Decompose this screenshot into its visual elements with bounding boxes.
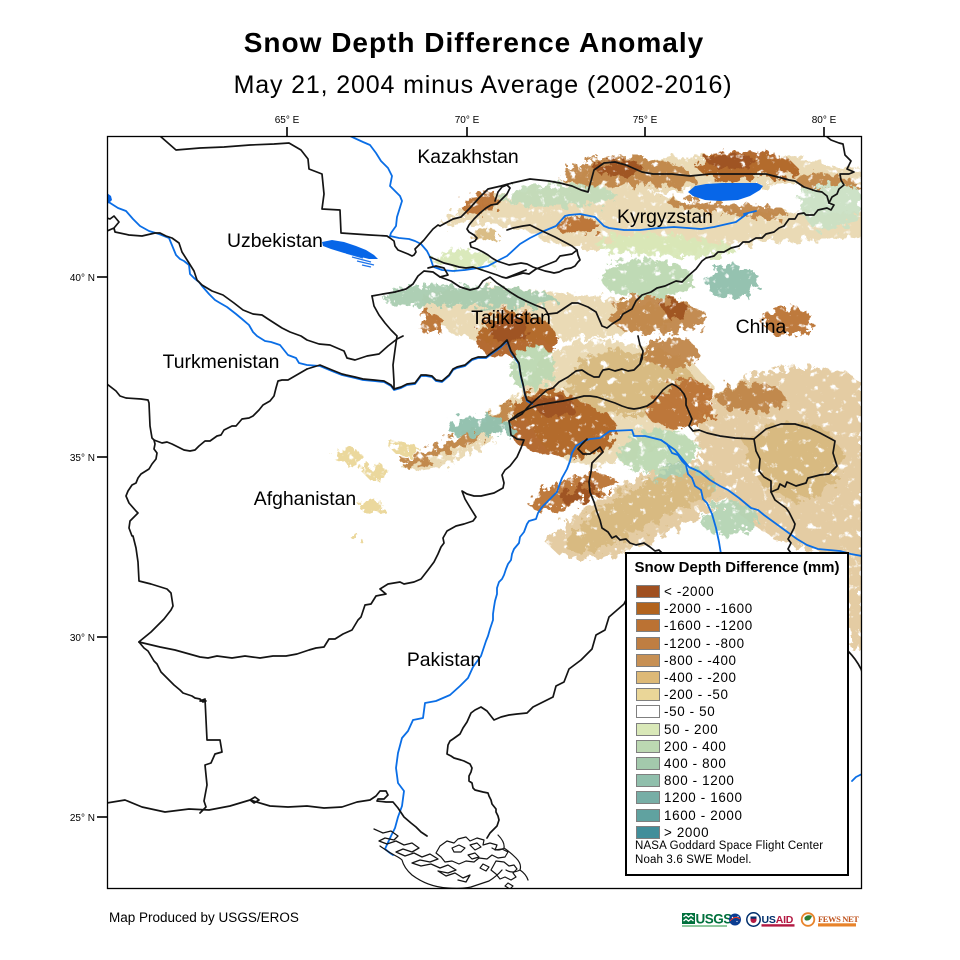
svg-text:65° E: 65° E — [275, 115, 300, 126]
svg-text:Kyrgyzstan: Kyrgyzstan — [617, 206, 713, 228]
svg-text:Kazakhstan: Kazakhstan — [417, 146, 518, 168]
svg-text:80° E: 80° E — [812, 115, 837, 126]
svg-text:Uzbekistan: Uzbekistan — [227, 230, 323, 252]
svg-text:Turkmenistan: Turkmenistan — [163, 351, 280, 373]
svg-text:75° E: 75° E — [633, 115, 658, 126]
svg-text:30° N: 30° N — [70, 633, 95, 644]
svg-text:25° N: 25° N — [70, 813, 95, 824]
svg-text:Tajikistan: Tajikistan — [471, 307, 551, 329]
svg-text:40° N: 40° N — [70, 273, 95, 284]
svg-text:Pakistan: Pakistan — [407, 649, 481, 671]
svg-text:FEWS NET: FEWS NET — [818, 914, 859, 924]
svg-text:USGS: USGS — [696, 912, 733, 927]
svg-text:35° N: 35° N — [70, 453, 95, 464]
svg-text:USAID: USAID — [762, 914, 794, 926]
svg-text:China: China — [736, 316, 787, 338]
svg-text:70° E: 70° E — [455, 115, 480, 126]
svg-text:Afghanistan: Afghanistan — [254, 488, 356, 510]
